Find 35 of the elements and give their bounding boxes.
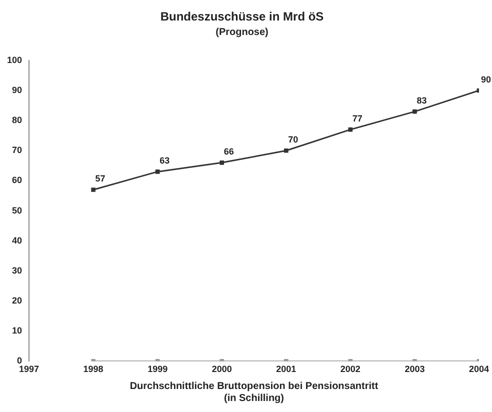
y-tick-label: 0 (17, 356, 22, 366)
x-tick-label: 2002 (340, 364, 360, 374)
x-tick-label: 1999 (148, 364, 168, 374)
x-tick-label: 2004 (468, 364, 490, 374)
point (284, 148, 288, 153)
x-axis-title: Durchschnittliche Bruttopension bei Pensionsantritt (in Schilling) (130, 380, 379, 404)
x-tick-label: 1997 (19, 364, 40, 374)
chart-subtitle: (Prognose) (216, 27, 268, 38)
y-tick-label: 30 (12, 265, 22, 276)
y-tick-label: 70 (12, 145, 22, 156)
y-tick-label: 100 (6, 54, 22, 65)
point (220, 160, 224, 165)
y-tick-label: 40 (12, 235, 22, 246)
data-label: 57 (95, 174, 106, 184)
y-tick-label: 80 (12, 115, 22, 126)
point (348, 127, 353, 132)
data-label: 70 (288, 134, 298, 145)
point (412, 109, 417, 114)
data-label: 66 (224, 146, 234, 157)
data-label: 83 (416, 96, 427, 106)
data-label: 77 (352, 114, 362, 124)
x-tick-label: 2001 (276, 364, 296, 374)
y-tick-label: 10 (12, 326, 22, 336)
data-label: 63 (160, 156, 170, 166)
x-tick-label: 2003 (404, 364, 425, 374)
point (91, 188, 96, 192)
chart-title: Bundeszuschüsse in Mrd öS (160, 10, 324, 24)
y-tick-label: 20 (12, 296, 22, 306)
point (155, 170, 160, 174)
y-tick-label: 50 (12, 205, 22, 216)
y-tick-label: 90 (12, 84, 22, 95)
x-tick-label: 2000 (212, 364, 232, 374)
x-tick-label: 1998 (83, 364, 104, 374)
data-label: 90 (480, 74, 492, 84)
y-tick-label: 60 (12, 175, 22, 186)
